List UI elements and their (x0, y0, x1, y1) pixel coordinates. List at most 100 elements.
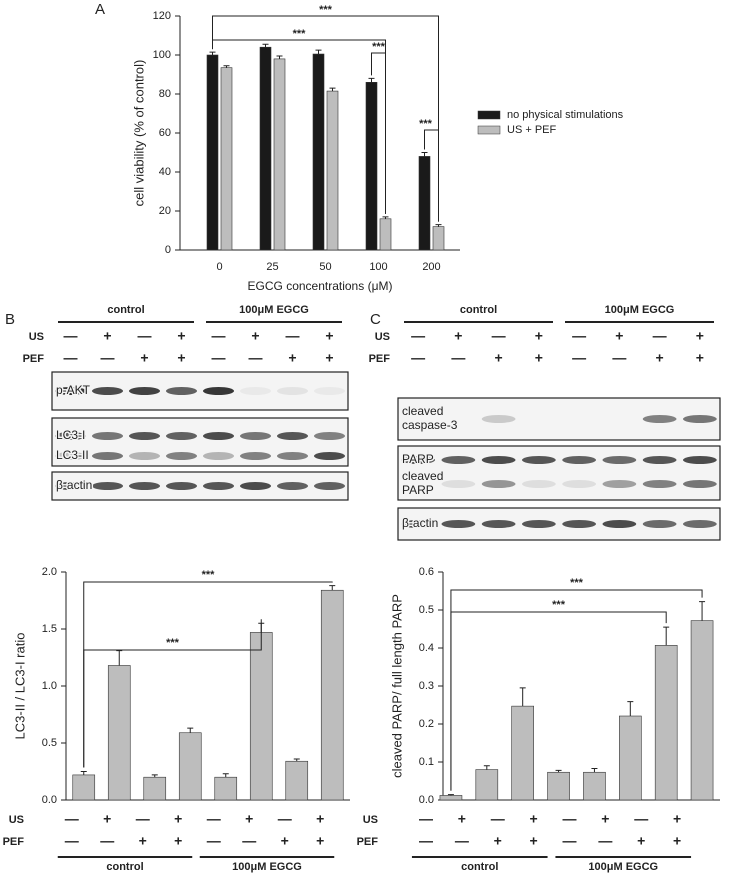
y-tick-label: 0.3 (419, 680, 434, 692)
band-label: cleaved (402, 469, 443, 483)
blot-band (91, 387, 124, 395)
blot-band (128, 452, 161, 460)
lane-sign: — (212, 350, 226, 366)
group-label: 100μM EGCG (588, 861, 658, 873)
y-tick-label: 20 (159, 205, 171, 217)
lane-sign: + (325, 328, 333, 344)
error-bar (382, 216, 389, 219)
bar (206, 54, 219, 251)
x-tick-label: 50 (319, 261, 331, 273)
bar (619, 715, 642, 801)
lane-sign: — (286, 328, 300, 344)
blot-band (602, 520, 637, 528)
significance-bracket (424, 129, 439, 222)
bar (312, 53, 325, 251)
x-sign: — (242, 833, 256, 849)
x-sign: + (673, 811, 681, 827)
significance-label: *** (166, 637, 180, 649)
y-tick-label: 100 (153, 49, 171, 61)
group-label: control (107, 304, 144, 316)
x-sign: — (207, 833, 221, 849)
blot-band (202, 432, 235, 440)
y-tick-label: 80 (159, 88, 171, 100)
y-tick-label: 0.1 (419, 756, 434, 768)
bar (379, 218, 392, 251)
x-sign: + (316, 811, 324, 827)
bar (320, 589, 344, 801)
band-label: LC3-I (56, 428, 85, 442)
error-bar (435, 224, 442, 227)
x-sign: + (139, 833, 147, 849)
x-sign: + (673, 833, 681, 849)
x-sign: + (316, 833, 324, 849)
y-axis-label: LC3-II / LC3-I ratio (12, 633, 27, 740)
row-label: US (363, 814, 378, 826)
blot-band (401, 520, 436, 528)
bar (326, 90, 339, 251)
significance-bracket (450, 611, 667, 791)
blot-band (128, 482, 161, 490)
blot-band (642, 520, 677, 528)
error-bar (699, 601, 706, 621)
error-bar (315, 49, 322, 55)
blot-band (276, 387, 309, 395)
bar (432, 226, 445, 251)
bar (511, 705, 534, 801)
blot-band (239, 452, 272, 460)
lane-sign: + (177, 328, 185, 344)
x-sign: + (174, 833, 182, 849)
x-sign: — (278, 811, 292, 827)
y-tick-label: 0.5 (419, 604, 434, 616)
panel-letter: C (370, 311, 381, 328)
significance-label: *** (319, 4, 333, 16)
blot-band (202, 482, 235, 490)
significance-label: *** (372, 41, 386, 53)
row-label: PEF (23, 353, 45, 365)
x-sign: — (100, 833, 114, 849)
bar (220, 67, 233, 251)
lane-sign: — (451, 350, 465, 366)
row-label: PEF (357, 836, 379, 848)
row-label: US (375, 331, 390, 343)
blot-band (313, 482, 346, 490)
row-label: PEF (369, 353, 391, 365)
error-bar (293, 758, 300, 762)
blot-band (54, 432, 87, 440)
error-bar (329, 87, 336, 92)
x-sign: + (637, 833, 645, 849)
significance-bracket (83, 619, 262, 768)
lane-sign: + (615, 328, 623, 344)
blot-band (562, 480, 597, 488)
x-axis-label: EGCG concentrations (μM) (248, 279, 393, 293)
error-bar (627, 701, 634, 717)
blot-band (441, 480, 476, 488)
bar (72, 774, 96, 801)
bar (418, 156, 431, 251)
lane-sign: — (572, 328, 586, 344)
blot-band (642, 456, 677, 464)
y-axis-label: cleaved PARP/ full length PARP (389, 594, 404, 778)
blot-box (397, 445, 721, 501)
group-label: 100μM EGCG (605, 304, 675, 316)
blot-band (481, 480, 516, 488)
blot-band (165, 452, 198, 460)
blot-band (521, 456, 556, 464)
error-bar (276, 55, 283, 59)
blot-band (313, 452, 346, 460)
bar (178, 732, 202, 801)
lane-sign: + (325, 350, 333, 366)
blot-band (91, 452, 124, 460)
x-sign: + (245, 811, 253, 827)
bar (475, 769, 499, 801)
blot-band (642, 480, 677, 488)
bar (143, 776, 167, 801)
legend-label: US + PEF (507, 124, 556, 136)
error-bar (187, 727, 194, 733)
lane-sign: — (492, 328, 506, 344)
lane-sign: + (495, 350, 503, 366)
error-bar (209, 51, 216, 55)
x-sign: + (494, 833, 502, 849)
significance-bracket (212, 39, 386, 214)
error-bar (519, 687, 526, 707)
